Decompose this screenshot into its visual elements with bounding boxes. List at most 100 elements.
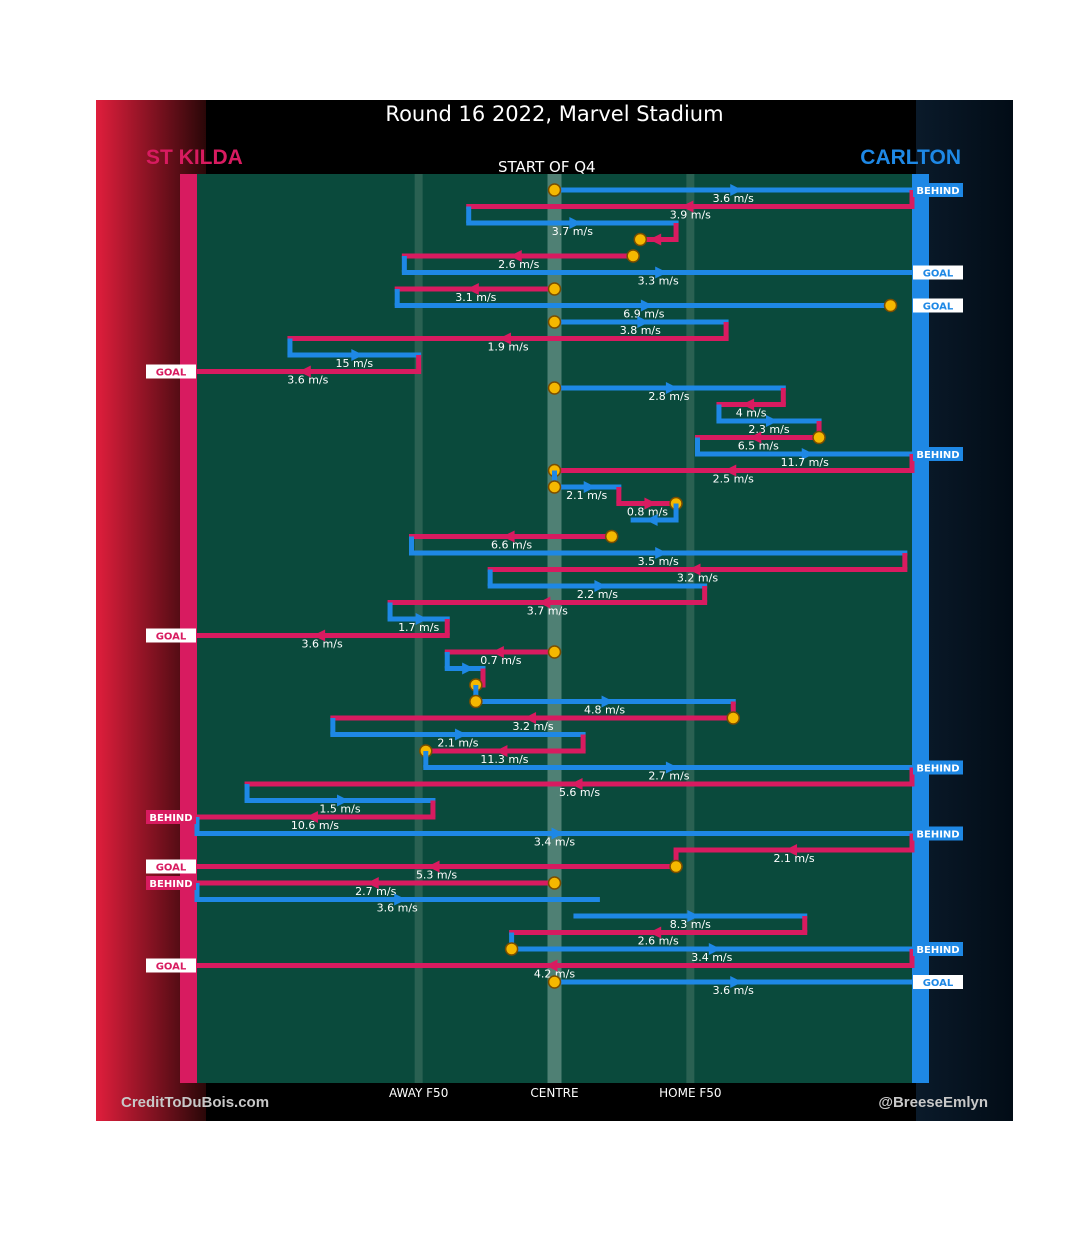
ball-up-marker (633, 232, 648, 247)
team-left-name: ST KILDA (146, 146, 243, 169)
chain-arrow (583, 481, 596, 493)
speed-label: 3.9 m/s (670, 209, 711, 222)
chain-arrow (665, 382, 678, 394)
chain-arrow (454, 728, 467, 741)
outcome-badge-label: BEHIND (916, 764, 959, 775)
outcome-badge-label: GOAL (923, 269, 954, 280)
chain-left: 2.1 m/s (673, 833, 915, 865)
chain-arrow (742, 398, 755, 411)
speed-label: 3.6 m/s (377, 902, 418, 915)
chain-left: 6.5 m/s (695, 421, 826, 453)
chain-left: 2.7 m/s (194, 876, 562, 898)
ball-up-marker (812, 430, 826, 445)
credit-left: CreditToDuBois.com (121, 1094, 270, 1111)
chain-arrow (649, 926, 662, 939)
chain-arrow (462, 662, 475, 675)
chain-left: 3.2 m/s (487, 553, 908, 585)
chain-arrow (640, 299, 653, 312)
chain-left: 3.6 m/s (194, 619, 450, 651)
speed-label: 3.6 m/s (302, 638, 343, 651)
speed-label: 4 m/s (736, 407, 767, 420)
chain-arrow (545, 959, 558, 972)
outcome-badge (146, 628, 196, 643)
ball-up-marker (504, 942, 519, 956)
chain-arrow (687, 910, 700, 922)
ball-up-marker (547, 876, 562, 890)
chain-right: 1.5 m/s (244, 784, 436, 816)
speed-label: 3.4 m/s (691, 951, 732, 964)
chain-arrow (415, 613, 428, 625)
chain-right: 11.7 m/s (695, 437, 915, 469)
speed-label: 11.7 m/s (781, 456, 829, 469)
outcome-badge (913, 760, 963, 775)
team-right-name: CARLTON (860, 146, 961, 169)
speed-label: 3.7 m/s (527, 605, 568, 618)
ball-up-marker (883, 298, 898, 313)
chain-arrow (569, 217, 582, 229)
speed-label: 2.3 m/s (748, 423, 789, 436)
right-gradient-panel (916, 100, 1013, 1121)
outcome-badge (146, 364, 196, 379)
speed-label: 0.7 m/s (480, 654, 521, 667)
speed-label: 3.7 m/s (552, 225, 593, 238)
speed-label: 3.2 m/s (677, 572, 718, 585)
tick-line (547, 174, 562, 1083)
chain-arrow (724, 464, 737, 477)
outcome-badge-label: GOAL (156, 962, 187, 973)
chain-right: 2.3 m/s (716, 404, 822, 436)
chain-arrow (551, 827, 564, 840)
chain-right (444, 652, 486, 675)
chain-arrow (645, 514, 658, 526)
chain-right: 2.7 m/s (423, 751, 915, 783)
speed-label: 6.5 m/s (738, 440, 779, 453)
speed-label: 4.8 m/s (584, 704, 625, 717)
chain-arrow (655, 266, 668, 279)
chain-right: 3.6 m/s (547, 183, 915, 205)
tick-label: CENTRE (530, 1086, 578, 1100)
speed-label: 2.2 m/s (577, 588, 618, 601)
speed-label: 3.8 m/s (620, 324, 661, 337)
chain-arrow (499, 332, 512, 345)
chain-left: 3.6 m/s (194, 355, 422, 387)
speed-label: 15 m/s (335, 357, 373, 370)
chain-right: 3.5 m/s (409, 536, 908, 568)
outcome-badge (913, 942, 963, 956)
chain-left: 5.6 m/s (244, 767, 915, 799)
ball-up-marker (669, 859, 683, 874)
speed-label: 5.6 m/s (559, 786, 600, 799)
speed-label: 2.7 m/s (648, 770, 689, 783)
chain-arrow (466, 283, 479, 295)
chain-arrow (491, 646, 504, 658)
chain-right: 3.3 m/s (401, 256, 915, 288)
chain-left: 0.7 m/s (444, 645, 562, 667)
chain-arrow (594, 580, 607, 592)
outcome-badge-label: BEHIND (916, 450, 959, 461)
chain-right: 2.8 m/s (547, 381, 786, 403)
outcome-badge (146, 810, 196, 824)
speed-label: 11.3 m/s (480, 753, 528, 766)
speed-label: 4.2 m/s (534, 968, 575, 981)
speed-label: 3.4 m/s (534, 836, 575, 849)
outcome-badge (913, 826, 963, 841)
speed-label: 2.8 m/s (648, 390, 689, 403)
speed-label: 3.6 m/s (287, 374, 328, 387)
outcome-badge-label: GOAL (923, 978, 954, 989)
chain-arrow (313, 629, 326, 642)
chain-right: 3.8 m/s (547, 315, 729, 337)
speed-label: 3.1 m/s (455, 291, 496, 304)
chain-right: 15 m/s (287, 338, 422, 370)
chain-left: 3.9 m/s (466, 190, 915, 222)
speed-label: 0.8 m/s (627, 506, 668, 519)
outcome-badge (146, 958, 196, 973)
speed-label: 2.1 m/s (566, 489, 607, 502)
speed-label: 5.3 m/s (416, 869, 457, 882)
chain-arrow (766, 415, 778, 427)
speed-label: 3.2 m/s (512, 720, 553, 733)
outcome-badge (913, 298, 963, 313)
ball-up-marker (469, 694, 483, 709)
ball-up-marker (547, 975, 562, 989)
chain-arrow (509, 250, 522, 262)
chain-right: 3.7 m/s (466, 206, 679, 238)
speed-label: 1.7 m/s (398, 621, 439, 634)
right-goal-bar (912, 174, 929, 1083)
